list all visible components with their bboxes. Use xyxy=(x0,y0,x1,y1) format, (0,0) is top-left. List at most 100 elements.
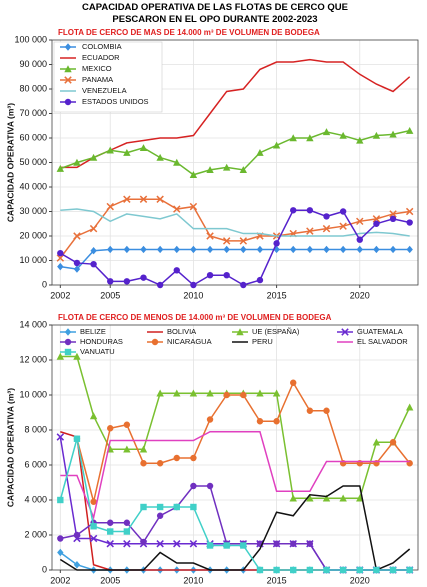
marker xyxy=(206,272,214,279)
marker xyxy=(339,494,347,502)
y-tick-label: 10 000 xyxy=(19,255,47,265)
marker xyxy=(90,498,97,505)
marker xyxy=(57,262,64,271)
x-tick-label: 2002 xyxy=(50,575,70,585)
marker xyxy=(156,195,164,203)
marker xyxy=(356,217,364,226)
marker xyxy=(256,149,264,156)
x-tick-label: 2002 xyxy=(50,290,70,300)
marker xyxy=(64,76,72,84)
legend-label: BELIZE xyxy=(80,327,106,336)
legend-label: PERU xyxy=(252,337,273,346)
marker xyxy=(57,535,64,542)
marker xyxy=(356,566,363,574)
y-tick-label: 70 000 xyxy=(19,108,47,118)
marker xyxy=(64,348,72,356)
legend-label: GUATEMALA xyxy=(357,327,403,336)
marker xyxy=(339,208,347,215)
legend-label: BOLIVIA xyxy=(167,327,196,336)
marker xyxy=(139,144,148,151)
legend-label: VENEZUELA xyxy=(82,86,127,95)
marker xyxy=(372,438,381,446)
marker xyxy=(356,236,363,243)
marker xyxy=(389,130,397,138)
marker xyxy=(56,254,65,262)
marker xyxy=(273,566,280,574)
marker xyxy=(189,171,198,178)
marker xyxy=(73,531,81,539)
marker xyxy=(223,245,230,254)
marker xyxy=(189,202,198,211)
series-line xyxy=(60,129,410,176)
marker xyxy=(389,210,397,218)
marker xyxy=(406,245,413,254)
marker xyxy=(173,389,181,397)
marker xyxy=(140,274,147,281)
marker xyxy=(173,540,181,548)
legend-label: ESTADOS UNIDOS xyxy=(82,97,149,106)
marker xyxy=(206,389,214,397)
x-tick-label: 2005 xyxy=(100,575,120,585)
marker xyxy=(306,407,314,414)
marker xyxy=(90,523,97,530)
marker xyxy=(123,149,131,156)
marker xyxy=(89,224,98,233)
marker xyxy=(289,494,297,502)
x-tick-label: 2015 xyxy=(267,290,287,300)
marker xyxy=(56,433,65,441)
marker xyxy=(73,265,81,273)
marker xyxy=(223,542,230,549)
marker xyxy=(139,445,148,453)
legend-label: UE (ESPAÑA) xyxy=(252,327,300,336)
marker xyxy=(107,425,114,432)
marker xyxy=(107,278,114,285)
marker xyxy=(73,259,81,267)
marker xyxy=(156,503,164,511)
marker xyxy=(240,391,247,399)
marker xyxy=(339,245,347,254)
marker xyxy=(189,389,198,397)
marker xyxy=(156,245,164,254)
marker xyxy=(64,43,72,51)
title-box: CAPACIDAD OPERATIVA DE LAS FLOTAS DE CER… xyxy=(82,2,348,25)
marker xyxy=(156,281,164,289)
y-tick-label: 60 000 xyxy=(19,132,47,142)
marker xyxy=(190,454,197,462)
marker xyxy=(306,540,314,547)
marker xyxy=(373,566,380,574)
marker xyxy=(341,328,349,336)
marker xyxy=(173,158,181,166)
marker xyxy=(223,391,230,399)
marker xyxy=(189,540,198,548)
marker xyxy=(256,276,264,284)
y-tick-label: 12 000 xyxy=(19,354,47,364)
y-axis-label: CAPACIDAD OPERATIVA (m³) xyxy=(5,388,15,507)
marker xyxy=(222,237,231,245)
marker xyxy=(106,540,114,548)
legend-label: COLOMBIA xyxy=(82,42,122,51)
marker xyxy=(57,548,64,557)
y-tick-label: 50 000 xyxy=(19,157,47,167)
y-tick-label: 4 000 xyxy=(24,494,47,504)
marker xyxy=(206,232,214,240)
marker xyxy=(236,328,244,336)
marker xyxy=(206,416,214,423)
marker xyxy=(339,131,347,139)
subtitle: FLOTA DE CERCO DE MAS DE 14.000 m³ DE VO… xyxy=(58,28,320,37)
marker xyxy=(206,245,214,254)
marker xyxy=(107,528,114,535)
marker xyxy=(323,566,330,574)
marker xyxy=(306,245,314,254)
marker xyxy=(289,134,297,142)
legend-label: MEXICO xyxy=(82,64,112,73)
marker xyxy=(239,237,248,245)
marker xyxy=(389,566,397,574)
marker xyxy=(405,403,414,411)
marker xyxy=(372,131,381,139)
series-line xyxy=(59,209,410,286)
marker xyxy=(57,249,64,257)
marker xyxy=(173,245,180,254)
y-tick-label: 10 000 xyxy=(19,389,47,399)
marker xyxy=(173,205,181,213)
marker xyxy=(389,245,397,254)
